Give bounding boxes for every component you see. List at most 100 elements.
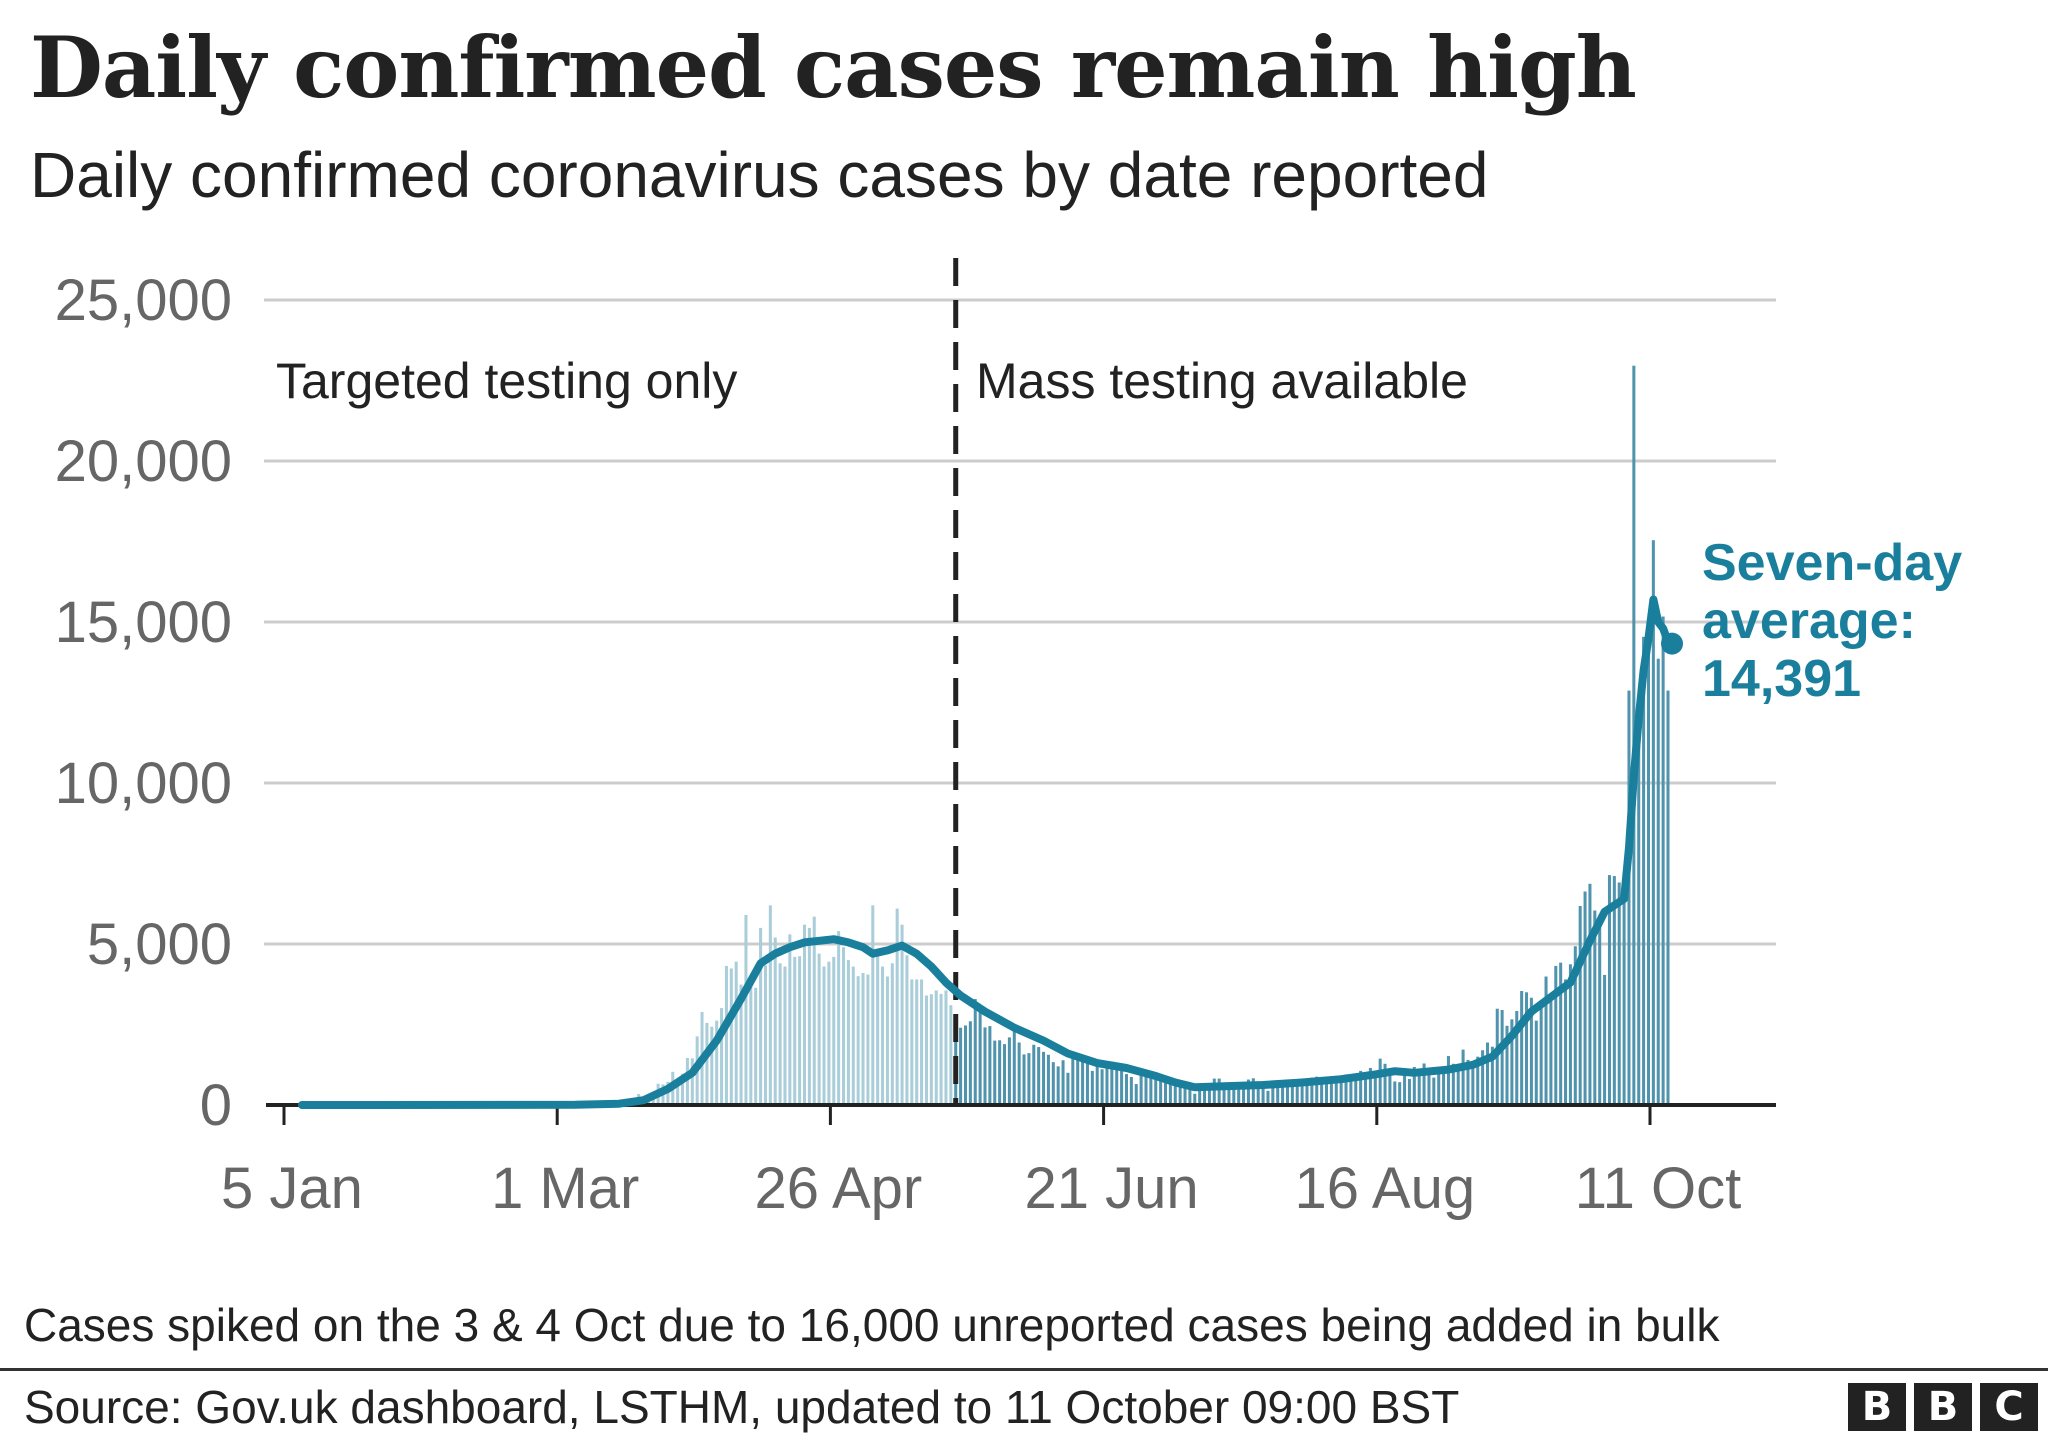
daily-cases-bar — [1583, 891, 1587, 1105]
daily-cases-bar — [1207, 1088, 1211, 1105]
daily-cases-bar — [1242, 1084, 1246, 1105]
y-axis-labels: 0 5,000 10,000 15,000 20,000 25,000 — [55, 268, 232, 1138]
daily-cases-bar — [1324, 1081, 1329, 1105]
bbc-logo-letter: B — [1914, 1383, 1972, 1431]
daily-cases-bar — [1261, 1087, 1265, 1105]
daily-cases-bar — [1227, 1087, 1231, 1105]
daily-cases-bar — [1500, 1010, 1504, 1105]
chart-title: Daily confirmed cases remain high — [30, 18, 1637, 117]
x-axis-labels: 5 Jan 1 Mar 26 Apr 21 Jun 16 Aug 11 Oct — [221, 1156, 1741, 1221]
daily-cases-bar — [1412, 1067, 1416, 1105]
daily-cases-bar — [1520, 991, 1524, 1105]
daily-cases-bar — [1129, 1076, 1133, 1105]
daily-cases-bar — [1661, 616, 1665, 1105]
daily-cases-bar — [983, 1027, 987, 1105]
daily-cases-bar — [910, 979, 914, 1105]
daily-cases-bar — [1320, 1081, 1324, 1105]
daily-cases-bar — [1266, 1090, 1270, 1105]
daily-cases-bar — [900, 924, 904, 1105]
daily-cases-bar — [1578, 906, 1582, 1105]
daily-cases-bar — [1490, 1046, 1494, 1105]
daily-cases-bar — [1310, 1077, 1314, 1105]
daily-cases-bar — [988, 1026, 992, 1105]
daily-cases-bar — [1422, 1063, 1426, 1105]
daily-cases-bar — [739, 984, 743, 1105]
daily-cases-bar — [1451, 1063, 1455, 1105]
daily-cases-bar — [807, 927, 811, 1105]
daily-cases-bar — [783, 966, 787, 1105]
daily-cases-bar — [1198, 1086, 1202, 1105]
daily-cases-bar — [1539, 1005, 1543, 1105]
daily-cases-bar — [1544, 976, 1548, 1105]
daily-cases-bar — [1295, 1083, 1299, 1105]
daily-cases-bar — [1012, 1026, 1016, 1105]
daily-cases-bar — [1203, 1084, 1207, 1105]
daily-cases-bar — [1383, 1063, 1387, 1105]
daily-cases-bar — [1442, 1070, 1446, 1105]
daily-cases-bar — [973, 999, 977, 1105]
daily-cases-bar — [1071, 1055, 1075, 1105]
daily-cases-bar — [1505, 1025, 1509, 1105]
x-tick-label: 5 Jan — [221, 1156, 363, 1221]
daily-cases-bar — [802, 924, 807, 1105]
bbc-logo-letter: C — [1980, 1383, 2038, 1431]
daily-cases-bar — [998, 1040, 1002, 1105]
daily-cases-bar — [1085, 1056, 1089, 1105]
daily-cases-bar — [1476, 1056, 1480, 1105]
source-credit: Source: Gov.uk dashboard, LSTHM, updated… — [24, 1381, 1460, 1433]
daily-cases-bar — [1466, 1059, 1470, 1105]
daily-cases-bar — [1617, 882, 1621, 1105]
daily-cases-bar — [1134, 1084, 1138, 1105]
daily-cases-bar — [1305, 1080, 1309, 1105]
daily-cases-bar — [1144, 1072, 1148, 1105]
daily-cases-bar — [1349, 1076, 1353, 1105]
daily-cases-bar — [915, 979, 919, 1105]
daily-cases-bar — [1364, 1078, 1368, 1105]
daily-cases-bar — [1651, 540, 1655, 1105]
daily-cases-bar — [1168, 1078, 1172, 1105]
daily-cases-bar — [885, 976, 889, 1105]
daily-cases-bar — [1354, 1080, 1358, 1105]
daily-cases-bar — [773, 937, 777, 1105]
daily-cases-bar — [851, 966, 855, 1105]
daily-cases-bar — [1173, 1086, 1177, 1105]
daily-cases-bar — [1437, 1072, 1441, 1105]
daily-cases-bar — [1281, 1080, 1285, 1105]
daily-cases-bar — [1222, 1084, 1226, 1105]
daily-cases-bar — [832, 956, 836, 1105]
daily-cases-bar — [1329, 1081, 1333, 1105]
daily-cases-bar — [1193, 1093, 1197, 1105]
daily-cases-bar — [1637, 699, 1641, 1105]
y-tick-label: 15,000 — [55, 590, 232, 655]
daily-cases-bar — [1017, 1042, 1021, 1105]
daily-cases-bar — [1529, 997, 1533, 1105]
daily-cases-bar — [1554, 965, 1558, 1105]
daily-cases-bar — [1481, 1050, 1485, 1105]
x-tick-label: 11 Oct — [1575, 1156, 1742, 1221]
mass-testing-label: Mass testing available — [976, 353, 1468, 409]
cases-chart: 0 5,000 10,000 15,000 20,000 25,000 5 Jan 1 Ma… — [55, 258, 1962, 1221]
daily-cases-bar — [1022, 1054, 1026, 1105]
daily-cases-bar — [1271, 1086, 1275, 1105]
daily-cases-bar — [1183, 1085, 1187, 1105]
daily-cases-bar — [1603, 974, 1607, 1105]
daily-cases-bar — [646, 1100, 650, 1105]
daily-cases-bar — [1627, 690, 1631, 1105]
daily-cases-bar — [1100, 1069, 1104, 1105]
daily-cases-bar — [817, 953, 821, 1105]
y-tick-label: 25,000 — [55, 268, 232, 333]
bbc-logo: B B C — [1848, 1383, 2038, 1431]
daily-cases-bar — [1285, 1081, 1289, 1105]
daily-cases-bar — [934, 990, 938, 1105]
daily-cases-bar — [1339, 1076, 1343, 1105]
daily-cases-bar — [1564, 979, 1568, 1105]
daily-cases-bar — [1037, 1047, 1041, 1105]
daily-cases-bar — [1334, 1083, 1338, 1105]
daily-cases-bar — [793, 956, 797, 1105]
daily-cases-bar — [963, 1025, 967, 1105]
x-tick-label: 16 Aug — [1294, 1156, 1475, 1221]
daily-cases-bar — [1232, 1086, 1236, 1105]
daily-cases-bar — [929, 994, 933, 1105]
daily-cases-bar — [1373, 1072, 1377, 1105]
daily-cases-bar — [1120, 1065, 1124, 1105]
